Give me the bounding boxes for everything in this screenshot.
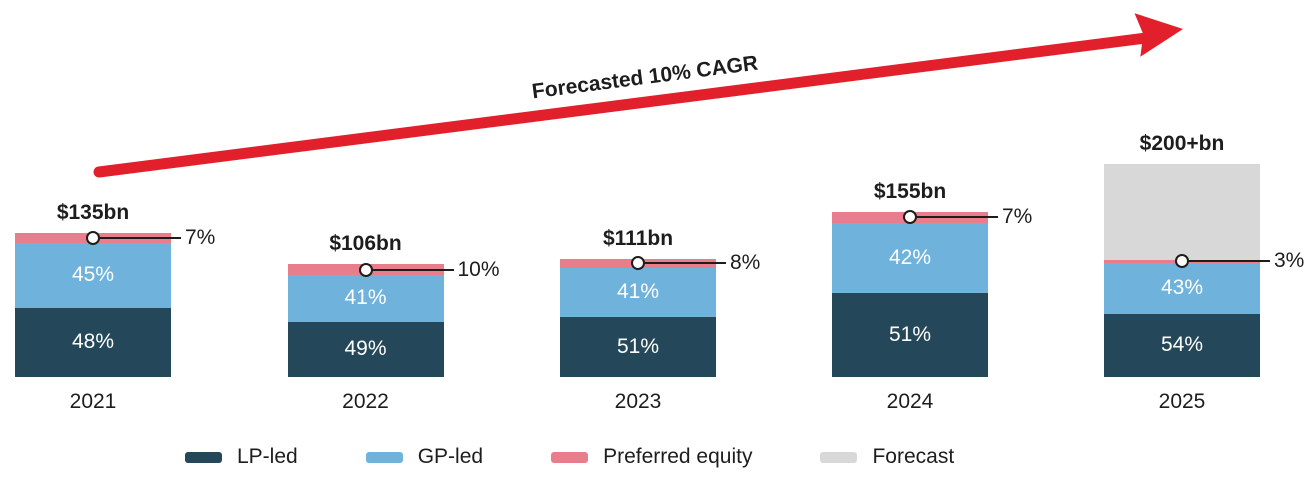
pe-callout-marker-icon bbox=[903, 210, 917, 225]
bar-total-label: $106bn bbox=[329, 231, 402, 255]
bar-total-label: $135bn bbox=[56, 201, 130, 224]
bar-total-label: $111bn bbox=[602, 226, 674, 250]
bar-total-label: $155bn bbox=[873, 179, 947, 203]
bar-segment-lp-led: 54% bbox=[1104, 313, 1260, 377]
lp-led-percent-label: 48% bbox=[71, 330, 115, 354]
legend-swatch-icon bbox=[185, 451, 222, 463]
pe-callout-marker-icon bbox=[1175, 254, 1189, 269]
chart-legend: LP-led GP-led Preferred equity Forecast bbox=[185, 445, 954, 469]
bar-segment-gp-led: 41% bbox=[287, 275, 444, 322]
legend-swatch-icon bbox=[365, 451, 403, 463]
pe-callout-line bbox=[638, 262, 726, 265]
bar-segment-gp-led: 43% bbox=[1104, 263, 1260, 314]
legend-item: GP-led bbox=[365, 445, 484, 469]
pe-callout-marker-icon bbox=[86, 231, 100, 246]
bar-segment-lp-led: 49% bbox=[287, 321, 444, 377]
legend-label: Forecast bbox=[872, 445, 955, 468]
bar-segment-lp-led: 48% bbox=[15, 307, 171, 377]
lp-led-percent-label: 51% bbox=[888, 322, 932, 346]
pe-callout-marker-icon bbox=[358, 262, 373, 277]
x-axis-year-label: 2023 bbox=[614, 390, 662, 413]
x-axis-year-label: 2021 bbox=[69, 390, 117, 413]
bar-segment-gp-led: 41% bbox=[560, 268, 716, 317]
pe-callout-label: 3% bbox=[1274, 249, 1305, 273]
bar-segment-gp-led: 42% bbox=[832, 223, 988, 293]
lp-led-percent-label: 49% bbox=[344, 337, 387, 361]
bar-segment-lp-led: 51% bbox=[560, 316, 716, 377]
gp-led-percent-label: 42% bbox=[888, 245, 932, 269]
legend-label: Preferred equity bbox=[603, 445, 753, 468]
pe-callout-marker-icon bbox=[631, 256, 645, 271]
gp-led-percent-label: 45% bbox=[71, 263, 115, 287]
lp-led-percent-label: 51% bbox=[616, 334, 660, 358]
legend-label: GP-led bbox=[417, 445, 484, 468]
pe-callout-line bbox=[1182, 260, 1270, 263]
gp-led-percent-label: 43% bbox=[1160, 276, 1204, 300]
legend-item: Preferred equity bbox=[551, 445, 752, 469]
pe-callout-label: 10% bbox=[457, 257, 500, 281]
bar-segment-lp-led: 51% bbox=[832, 292, 988, 377]
pe-callout-line bbox=[910, 216, 998, 219]
legend-item: Forecast bbox=[820, 445, 954, 469]
legend-label: LP-led bbox=[237, 445, 298, 468]
x-axis-year-label: 2022 bbox=[342, 390, 389, 413]
bar-segment-gp-led: 45% bbox=[15, 243, 171, 308]
pe-callout-line bbox=[93, 237, 181, 240]
legend-swatch-icon bbox=[820, 451, 858, 463]
gp-led-percent-label: 41% bbox=[344, 286, 387, 310]
pe-callout-line bbox=[365, 268, 454, 271]
pe-callout-label: 7% bbox=[185, 226, 216, 250]
pe-callout-label: 8% bbox=[730, 251, 761, 275]
x-axis-year-label: 2024 bbox=[886, 390, 934, 413]
gp-led-percent-label: 41% bbox=[616, 280, 660, 304]
legend-item: LP-led bbox=[185, 445, 298, 469]
bar-total-label: $200+bn bbox=[1139, 131, 1225, 155]
pe-callout-label: 7% bbox=[1002, 205, 1033, 229]
legend-swatch-icon bbox=[551, 451, 589, 463]
bar-segment-forecast bbox=[1104, 163, 1260, 260]
lp-led-percent-label: 54% bbox=[1160, 333, 1204, 357]
x-axis-year-label: 2025 bbox=[1158, 390, 1206, 413]
